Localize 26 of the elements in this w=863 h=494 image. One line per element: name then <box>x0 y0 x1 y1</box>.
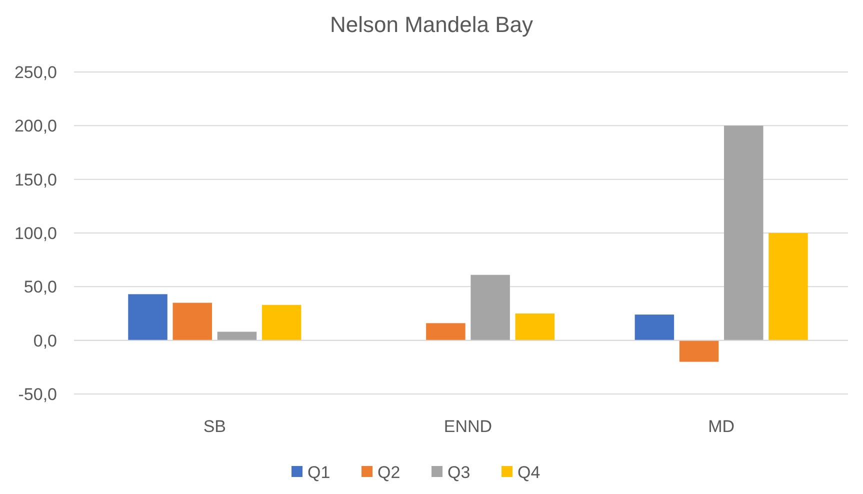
bar <box>426 323 466 340</box>
bar <box>217 332 257 340</box>
legend-label: Q2 <box>378 462 400 482</box>
y-tick-label: 250,0 <box>14 62 57 82</box>
bar <box>768 233 808 340</box>
bar <box>515 314 555 340</box>
bar <box>724 126 764 340</box>
x-tick-label: MD <box>708 417 735 436</box>
bar <box>634 314 674 340</box>
x-tick-label: ENND <box>444 417 492 436</box>
y-tick-label: 0,0 <box>33 331 57 350</box>
x-tick-label: SB <box>203 417 226 436</box>
chart-title: Nelson Mandela Bay <box>330 12 534 37</box>
bar <box>128 294 168 340</box>
y-tick-label: -50,0 <box>18 384 57 404</box>
legend-label: Q4 <box>518 462 540 482</box>
legend-label: Q3 <box>448 462 470 482</box>
y-tick-label: 50,0 <box>24 278 57 297</box>
y-tick-label: 100,0 <box>14 224 57 243</box>
bar <box>679 340 719 362</box>
legend-label: Q1 <box>308 462 330 482</box>
y-tick-label: 150,0 <box>14 170 57 190</box>
bar <box>470 274 510 340</box>
y-tick-label: 200,0 <box>14 116 57 136</box>
bar <box>262 304 302 340</box>
bar <box>172 302 212 340</box>
